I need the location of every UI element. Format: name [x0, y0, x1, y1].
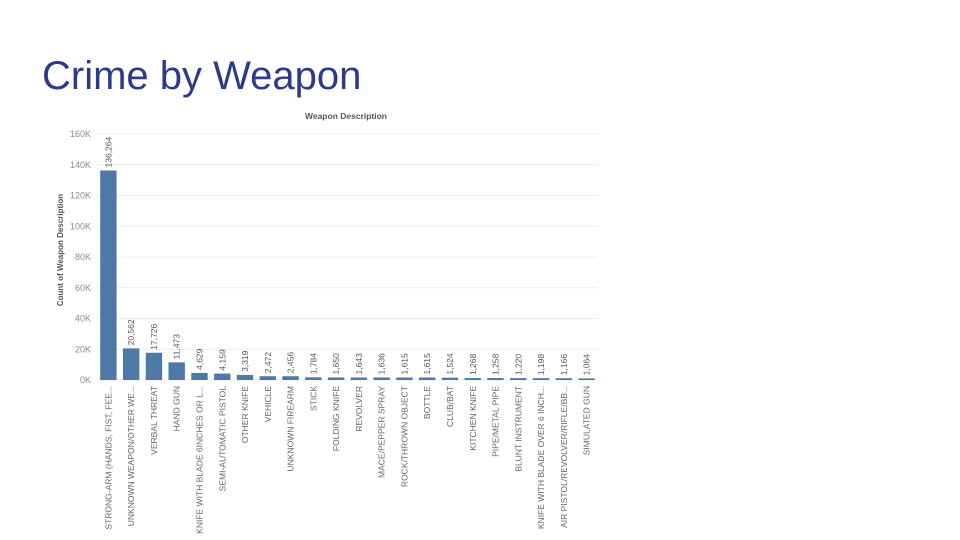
value-label: 1,258 [491, 354, 501, 376]
bar [487, 378, 504, 380]
y-tick-label: 120K [70, 191, 91, 201]
bar [236, 374, 254, 380]
value-label: 1,643 [354, 353, 364, 375]
category-label: PIPE/METAL PIPE [491, 386, 501, 457]
category-label: UNKNOWN FIREARM [286, 386, 296, 471]
value-label: 1,220 [513, 354, 523, 376]
category-label: CLUB/BAT [445, 386, 455, 427]
category-label: OTHER KNIFE [240, 386, 250, 443]
category-label: FOLDING KNIFE [331, 386, 341, 452]
category-label: STICK [308, 386, 318, 411]
chart-title: Weapon Description [305, 111, 387, 121]
y-tick-label: 60K [75, 283, 91, 293]
bar [191, 372, 208, 380]
y-tick-label: 140K [70, 160, 91, 170]
bar [282, 376, 299, 380]
value-labels: 136,264 20,562 17,726 11,473 4,629 4,159 3,319… [103, 136, 591, 375]
category-label: UNKNOWN WEAPON/OTHER WE... [126, 386, 136, 526]
value-label: 1,198 [536, 354, 546, 376]
bars [100, 170, 595, 380]
y-axis-title: Count of Weapon Description [56, 194, 65, 306]
y-tick-label: 0K [80, 375, 91, 385]
category-label: KITCHEN KNIFE [468, 386, 478, 451]
value-label: 1,166 [559, 354, 569, 376]
bar [373, 377, 390, 380]
bar [214, 373, 231, 380]
bar [419, 377, 436, 380]
value-label: 1,650 [331, 353, 341, 375]
bar [327, 377, 345, 380]
bar [441, 377, 459, 380]
value-label: 17,726 [149, 323, 159, 349]
y-tick-label: 40K [75, 314, 91, 324]
bar [100, 170, 117, 380]
y-axis-ticks: 0K 20K 40K 60K 80K 100K 120K 140K 160K [70, 129, 91, 385]
bar [396, 377, 413, 380]
category-label: REVOLVER [354, 386, 364, 432]
value-label: 1,615 [422, 353, 432, 375]
value-label: 4,159 [217, 349, 227, 371]
bar [350, 377, 368, 380]
category-label: KNIFE WITH BLADE 6INCHES OR L... [194, 386, 204, 534]
value-label: 1,064 [582, 354, 592, 376]
bar [555, 378, 573, 380]
category-label: VEHICLE [263, 386, 273, 423]
bar [305, 377, 322, 380]
y-tick-label: 20K [75, 344, 91, 354]
value-label: 1,524 [445, 353, 455, 375]
category-label: STRONG-ARM (HANDS, FIST, FEE... [103, 386, 113, 530]
value-label: 2,472 [263, 352, 273, 374]
bar [145, 352, 163, 380]
category-label: SIMULATED GUN [582, 386, 592, 455]
category-label: MACE/PEPPER SPRAY [377, 386, 387, 478]
value-label: 3,319 [240, 350, 250, 372]
bar [259, 376, 276, 380]
category-label: KNIFE WITH BLADE OVER 6 INCH... [536, 386, 546, 529]
category-labels: STRONG-ARM (HANDS, FIST, FEE... UNKNOWN W… [103, 386, 591, 534]
bar [122, 348, 140, 380]
bar [532, 378, 550, 380]
category-label: SEMI-AUTOMATIC PISTOL [217, 386, 227, 492]
value-label: 2,456 [286, 352, 296, 374]
slide-title: Crime by Weapon [42, 54, 362, 98]
category-label: BOTTLE [422, 386, 432, 419]
y-tick-label: 80K [75, 252, 91, 262]
y-tick-label: 100K [70, 221, 91, 231]
value-label: 1,784 [308, 353, 318, 375]
category-label: BLUNT INSTRUMENT [513, 386, 523, 472]
category-label: VERBAL THREAT [149, 386, 159, 455]
category-label: HAND GUN [172, 386, 182, 431]
value-label: 4,629 [194, 348, 204, 370]
bar [578, 378, 595, 380]
value-label: 136,264 [103, 136, 113, 167]
value-label: 20,562 [126, 319, 136, 345]
value-label: 11,473 [172, 334, 182, 360]
value-label: 1,636 [377, 353, 387, 375]
bar [168, 362, 185, 380]
value-label: 1,615 [399, 353, 409, 375]
category-label: ROCK/THROWN OBJECT [399, 386, 409, 487]
y-tick-label: 160K [70, 129, 91, 139]
category-label: AIR PISTOL/REVOLVER/RIFLE/BB... [559, 386, 569, 528]
bar [510, 378, 527, 380]
bar [464, 378, 481, 380]
value-label: 1,268 [468, 354, 478, 376]
